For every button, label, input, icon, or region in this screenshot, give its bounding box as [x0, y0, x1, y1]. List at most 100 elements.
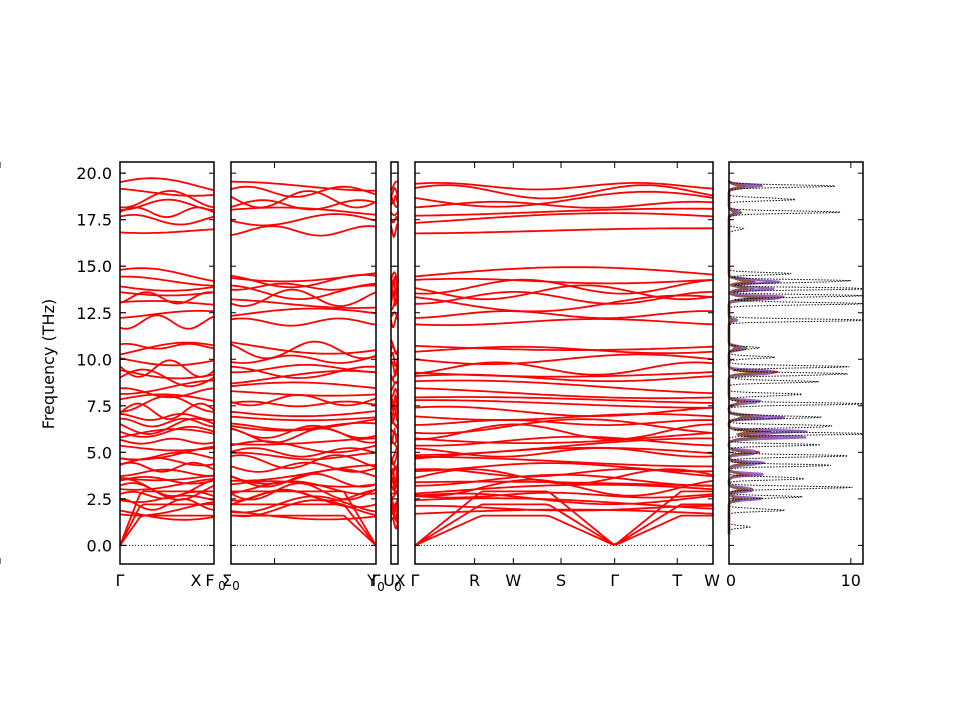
band-panel-frame	[390, 161, 399, 565]
band-line	[230, 341, 377, 355]
band-line	[414, 353, 714, 365]
band-line	[414, 318, 714, 326]
band-line	[230, 418, 377, 432]
x-tick-label: Γ	[411, 571, 420, 590]
band-line	[119, 291, 215, 297]
band-line	[390, 186, 399, 197]
band-line	[120, 379, 215, 395]
band-line	[415, 396, 714, 404]
band-line	[119, 187, 215, 197]
band-line	[119, 393, 215, 402]
band-line	[390, 180, 399, 191]
band-line	[414, 190, 714, 208]
band-line	[414, 514, 713, 547]
band-line	[390, 215, 399, 224]
band-line	[230, 272, 377, 283]
band-line	[390, 426, 399, 445]
band-line	[230, 199, 377, 211]
band-line	[414, 344, 714, 351]
y-tick-label: 2.5	[87, 490, 112, 509]
band-line	[231, 503, 377, 546]
x-tick-label: Γ	[116, 571, 125, 590]
band-line	[119, 314, 215, 330]
band-line	[390, 201, 399, 209]
band-line	[414, 310, 714, 319]
band-line	[230, 317, 377, 327]
y-tick-label: 0.0	[87, 536, 112, 555]
band-panel-frame	[230, 161, 377, 565]
y-tick-label: 12.5	[76, 304, 112, 323]
y-tick-label: 7.5	[87, 397, 112, 416]
band-line	[119, 474, 215, 482]
y-tick-label: 17.5	[76, 211, 112, 230]
band-line	[414, 497, 714, 510]
band-line	[414, 431, 714, 444]
band-line	[415, 437, 713, 456]
band-line	[119, 228, 215, 234]
band-line	[119, 189, 215, 209]
band-panel-frame	[119, 161, 215, 565]
band-line	[390, 387, 399, 399]
band-line	[119, 285, 215, 292]
band-line	[230, 415, 377, 422]
band-line	[415, 227, 713, 235]
x-tick-label: Γ	[372, 571, 381, 590]
axis-ticks: 0.02.55.07.510.012.515.017.520.0Γ X F Σ ΓY U X…	[0, 162, 863, 594]
band-line	[230, 464, 377, 482]
band-line	[119, 267, 215, 282]
band-line	[119, 291, 215, 305]
band-line	[119, 437, 215, 445]
band-line	[230, 480, 377, 488]
band-line	[119, 444, 215, 452]
band-line	[390, 275, 399, 290]
x-tick-subscript: 0	[218, 579, 226, 593]
x-tick-label: X	[191, 571, 202, 590]
x-tick-label: Γ	[610, 571, 619, 590]
band-line	[119, 177, 215, 192]
y-axis-label: Frequency (THz)	[39, 299, 58, 429]
band-line	[119, 214, 215, 226]
band-line	[414, 379, 714, 395]
band-line	[230, 451, 377, 461]
band-line	[230, 354, 377, 364]
band-line	[414, 277, 714, 285]
band-line	[414, 419, 713, 426]
band-line	[414, 435, 714, 447]
dos-x-tick-label: 0	[726, 571, 736, 590]
band-line	[231, 363, 377, 374]
band-line	[390, 351, 399, 368]
band-line	[230, 447, 377, 458]
band-line	[119, 417, 215, 428]
band-line	[119, 490, 215, 500]
y-tick-label: 10.0	[76, 350, 112, 369]
x-tick-label: W	[505, 571, 521, 590]
band-line	[414, 207, 713, 217]
dos-panel-frame	[728, 161, 864, 565]
x-tick-label: S	[556, 571, 566, 590]
band-line	[119, 341, 215, 356]
band-line	[119, 357, 215, 367]
band-line	[230, 340, 377, 360]
band-line	[390, 223, 399, 239]
band-line	[390, 374, 399, 385]
band-line	[230, 427, 377, 444]
band-line	[414, 184, 714, 200]
band-line	[414, 266, 714, 278]
band-line	[415, 504, 713, 512]
band-line	[230, 461, 377, 473]
x-tick-label: R	[469, 571, 480, 590]
x-tick-subscript: 0	[377, 580, 385, 594]
band-line	[230, 454, 377, 469]
band-line	[230, 488, 377, 502]
band-line	[119, 477, 215, 491]
band-line	[230, 400, 377, 408]
band-line	[119, 478, 215, 497]
band-line	[230, 424, 377, 439]
band-line	[390, 271, 399, 280]
band-line	[230, 468, 377, 485]
band-line	[230, 390, 377, 397]
band-line	[414, 492, 714, 506]
band-line	[390, 428, 399, 436]
